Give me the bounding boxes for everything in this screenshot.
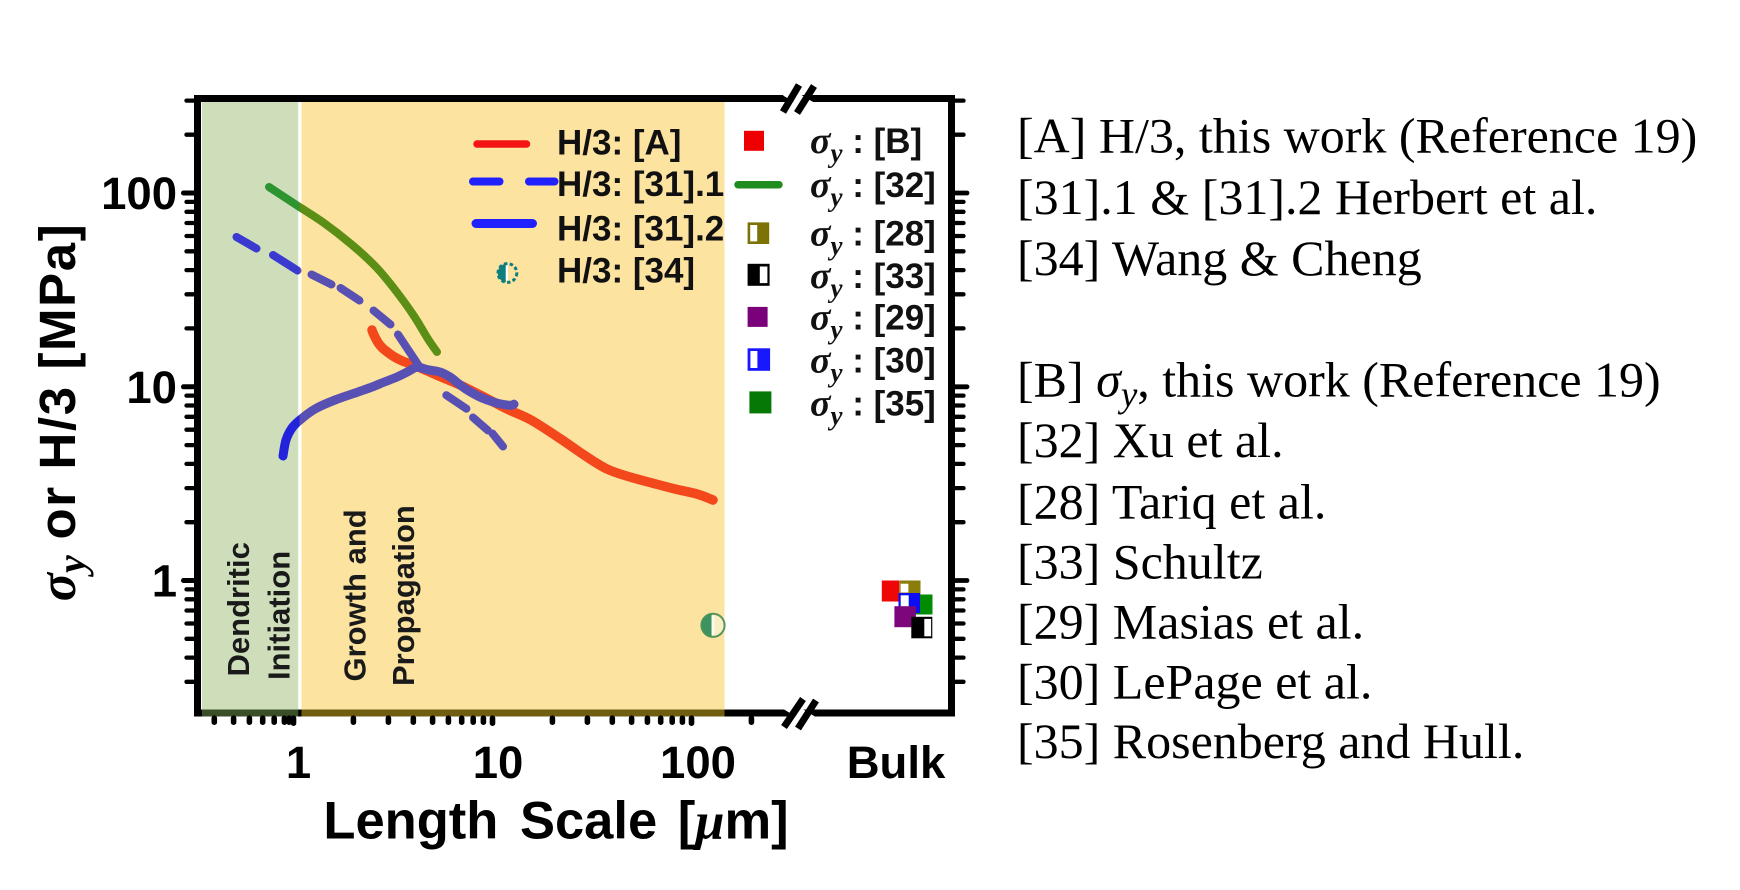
svg-text:H/3: [34]: H/3: [34] <box>557 252 695 291</box>
svg-text:H/3: [31].2: H/3: [31].2 <box>557 209 724 248</box>
svg-text:Initiation: Initiation <box>262 551 297 680</box>
svg-text:σy : [30]: σy : [30] <box>810 340 936 388</box>
svg-text:[32] Xu et al.: [32] Xu et al. <box>1017 412 1284 468</box>
svg-text:Length Scale [μm]: Length Scale [μm] <box>323 792 788 851</box>
svg-text:σy : [29]: σy : [29] <box>810 296 936 344</box>
svg-text:Bulk: Bulk <box>847 737 946 788</box>
svg-text:[31].1 & [31].2 Herbert et al.: [31].1 & [31].2 Herbert et al. <box>1017 169 1597 225</box>
svg-text:[28] Tariq et al.: [28] Tariq et al. <box>1017 474 1326 530</box>
svg-text:100: 100 <box>660 737 736 788</box>
svg-text:σy : [B]: σy : [B] <box>810 120 922 168</box>
svg-text:σy : [33]: σy : [33] <box>810 255 936 303</box>
svg-text:1: 1 <box>152 556 177 607</box>
svg-text:σy : [35]: σy : [35] <box>810 383 936 431</box>
svg-text:[30] LePage et al.: [30] LePage et al. <box>1017 654 1372 710</box>
svg-text:Dendritic: Dendritic <box>221 542 256 676</box>
svg-text:[29] Masias et al.: [29] Masias et al. <box>1017 594 1364 650</box>
svg-text:Propagation: Propagation <box>386 505 421 686</box>
svg-text:[35] Rosenberg and Hull.: [35] Rosenberg and Hull. <box>1017 713 1524 769</box>
svg-text:1: 1 <box>286 737 311 788</box>
svg-text:[B] σy, this work (Reference 1: [B] σy, this work (Reference 19) <box>1017 352 1661 416</box>
svg-text:[33] Schultz: [33] Schultz <box>1017 534 1263 590</box>
svg-text:Growth and: Growth and <box>338 509 373 681</box>
svg-text:σy : [28]: σy : [28] <box>810 213 936 261</box>
svg-text:H/3: [A]: H/3: [A] <box>557 124 681 163</box>
svg-text:10: 10 <box>126 362 177 413</box>
svg-text:[A] H/3, this work (Reference: [A] H/3, this work (Reference 19) <box>1017 108 1697 164</box>
svg-text:10: 10 <box>473 737 524 788</box>
svg-text:σy : [32]: σy : [32] <box>810 164 936 212</box>
svg-text:[34] Wang & Cheng: [34] Wang & Cheng <box>1017 230 1422 286</box>
svg-text:σy or H/3 [MPa]: σy or H/3 [MPa] <box>29 223 94 602</box>
svg-text:H/3: [31].1: H/3: [31].1 <box>557 165 724 204</box>
svg-text:100: 100 <box>101 168 177 219</box>
